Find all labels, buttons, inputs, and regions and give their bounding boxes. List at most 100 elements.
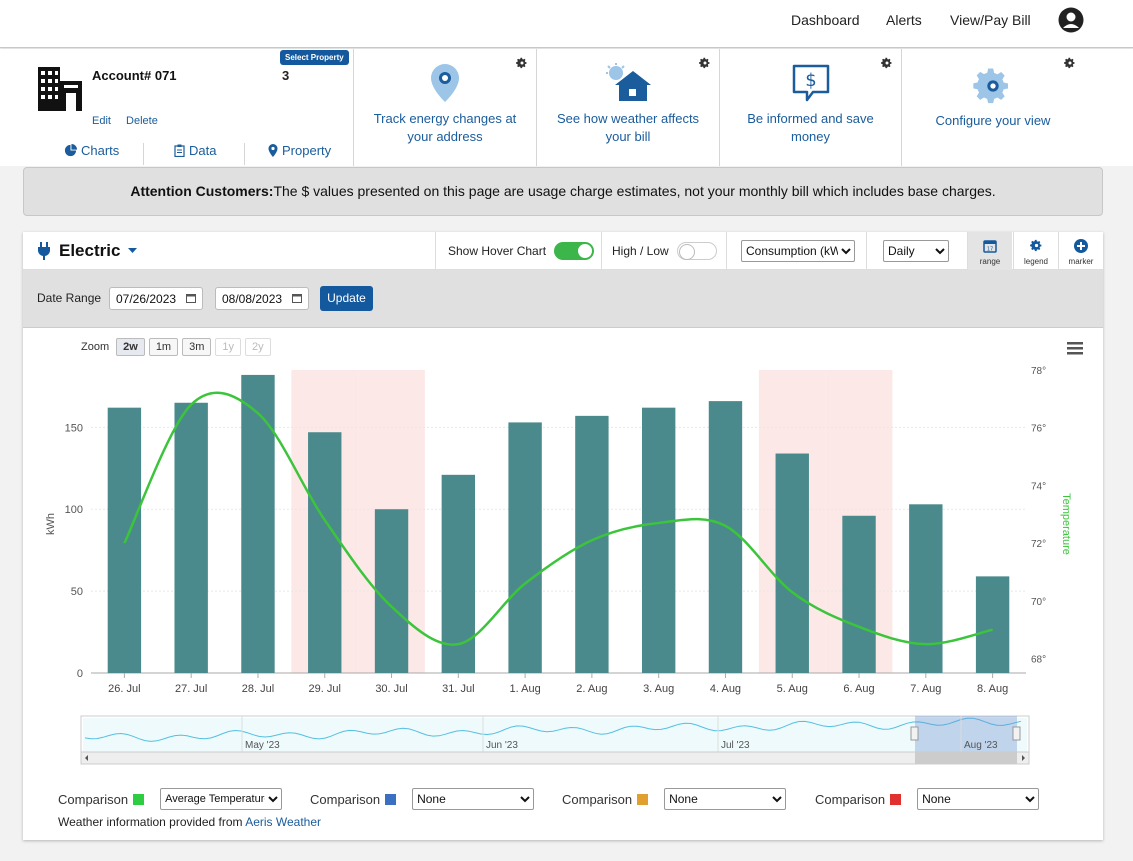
gear-icon[interactable] [699, 57, 711, 69]
measure-select[interactable]: Consumption (kWh) [741, 240, 855, 262]
delete-link[interactable]: Delete [126, 115, 158, 127]
gear-icon[interactable] [516, 57, 528, 69]
comparison-1-select[interactable]: Average Temperature [160, 788, 283, 810]
comparison-controls: Comparison Average Temperature Compariso… [23, 784, 1103, 840]
attention-banner: Attention Customers:The $ values present… [23, 167, 1103, 216]
usage-bar[interactable] [174, 402, 208, 673]
comparison-color-swatch [637, 793, 649, 805]
usage-bar[interactable] [909, 504, 943, 673]
utility-dropdown[interactable]: Electric [37, 241, 138, 261]
navigator[interactable]: May '23 Jun '23 Jul '23 Aug '23 [80, 715, 1030, 765]
comparison-label: Comparison [58, 791, 129, 807]
usage-bar[interactable] [575, 415, 609, 673]
start-date-value: 07/26/2023 [116, 292, 177, 306]
gear-icon[interactable] [881, 57, 893, 69]
y-tick-label: 50 [71, 586, 83, 598]
comparison-3: Comparison None [562, 788, 787, 810]
usage-bar[interactable] [975, 576, 1010, 673]
zoom-1m-button[interactable]: 1m [148, 338, 179, 356]
clipboard-icon [174, 144, 185, 157]
usage-bar[interactable] [708, 401, 743, 673]
usage-bar[interactable] [508, 422, 542, 673]
feature-weather[interactable]: See how weather affects your bill [537, 49, 720, 166]
map-marker-icon [268, 144, 278, 157]
nav-view-pay-bill[interactable]: View/Pay Bill [950, 12, 1031, 28]
usage-bar[interactable] [641, 407, 676, 673]
navigator-scrollbar[interactable] [80, 751, 1030, 765]
calendar-icon: 17 [983, 240, 997, 253]
svg-text:17: 17 [987, 247, 993, 253]
usage-bar[interactable] [775, 453, 809, 673]
comparison-2-select[interactable]: None [412, 788, 535, 810]
comparison-4-select[interactable]: None [917, 788, 1040, 810]
zoom-1y-button[interactable]: 1y [215, 338, 241, 356]
range-button[interactable]: 17 range [967, 232, 1012, 270]
usage-bar[interactable] [374, 509, 409, 673]
gear-icon[interactable] [1064, 57, 1076, 69]
scrollbar-thumb[interactable] [915, 752, 1017, 764]
zoom-3m-button[interactable]: 3m [182, 338, 212, 356]
comparison-3-select[interactable]: None [664, 788, 787, 810]
interval-select[interactable]: Daily [883, 240, 949, 262]
feature-track-energy[interactable]: Track energy changes at your address [354, 49, 537, 166]
account-panel: Account# 071 3 Select Property Edit Dele… [0, 49, 354, 166]
map-pin-icon [431, 64, 459, 102]
tab-charts[interactable]: Charts [64, 143, 119, 158]
start-date-input[interactable]: 07/26/2023 [109, 287, 203, 310]
usage-bar[interactable] [842, 515, 876, 673]
gear-icon [1029, 239, 1041, 252]
legend-button[interactable]: legend [1013, 232, 1058, 270]
nav-dashboard[interactable]: Dashboard [791, 12, 860, 28]
usage-bar[interactable] [308, 432, 342, 673]
feature-text: Configure your view [935, 113, 1051, 128]
user-avatar-icon[interactable] [1058, 7, 1084, 33]
comparison-color-swatch [385, 793, 397, 805]
interval-control: Daily [866, 232, 967, 270]
navigator-handle-left[interactable] [910, 726, 919, 741]
navigator-handle-right[interactable] [1012, 726, 1021, 741]
tab-property[interactable]: Property [268, 143, 331, 158]
weather-house-icon [606, 63, 651, 101]
tab-data[interactable]: Data [174, 143, 216, 158]
hover-chart-toggle[interactable] [554, 242, 595, 260]
navigator-selection[interactable] [915, 716, 1017, 752]
select-property-button[interactable]: Select Property [280, 50, 349, 65]
aeris-weather-link[interactable]: Aeris Weather [245, 815, 322, 829]
scroll-left-arrow-icon[interactable] [85, 755, 88, 761]
comparison-2: Comparison None [310, 788, 535, 810]
usage-bar[interactable] [241, 374, 275, 673]
feature-save-money[interactable]: $ Be informed and save money [720, 49, 902, 166]
y2-tick-label: 76° [1031, 424, 1046, 435]
y2-tick-label: 78° [1031, 366, 1046, 377]
marker-button[interactable]: marker [1058, 232, 1103, 270]
large-gear-icon [973, 68, 1008, 104]
x-tick-label: 28. Jul [242, 683, 274, 695]
high-low-toggle[interactable] [676, 242, 717, 260]
comparison-label: Comparison [562, 791, 633, 807]
tab-divider [143, 143, 144, 165]
update-button[interactable]: Update [320, 286, 373, 311]
edit-link[interactable]: Edit [92, 115, 111, 127]
nav-alerts[interactable]: Alerts [886, 12, 922, 28]
feature-configure[interactable]: Configure your view [902, 49, 1084, 166]
comparison-4: Comparison None [815, 788, 1040, 810]
hamburger-menu-icon[interactable] [1067, 342, 1083, 355]
top-nav: Dashboard Alerts View/Pay Bill [0, 0, 1133, 48]
calendar-icon [292, 294, 302, 303]
chart-card: Electric Show Hover Chart High / Low Con… [23, 232, 1103, 840]
x-tick-label: 4. Aug [710, 683, 741, 695]
credit-text: Weather information provided from [58, 815, 246, 829]
usage-chart: 26. Jul 27. Jul 28. Jul 29. Jul 30. Jul 31. J… [45, 366, 1072, 765]
scroll-right-arrow-icon[interactable] [1022, 755, 1025, 761]
feature-text: See how weather affects your bill [556, 111, 700, 144]
zoom-2w-button[interactable]: 2w [116, 338, 145, 356]
x-tick-label: 29. Jul [309, 683, 341, 695]
end-date-input[interactable]: 08/08/2023 [215, 287, 309, 310]
end-date-value: 08/08/2023 [222, 292, 283, 306]
x-tick-label: 31. Jul [442, 683, 474, 695]
range-label: range [979, 257, 1001, 266]
chart-toolbar: Electric Show Hover Chart High / Low Con… [23, 232, 1103, 270]
account-number-tail: 3 [282, 68, 290, 83]
zoom-2y-button[interactable]: 2y [245, 338, 271, 356]
marker-label: marker [1068, 257, 1094, 266]
